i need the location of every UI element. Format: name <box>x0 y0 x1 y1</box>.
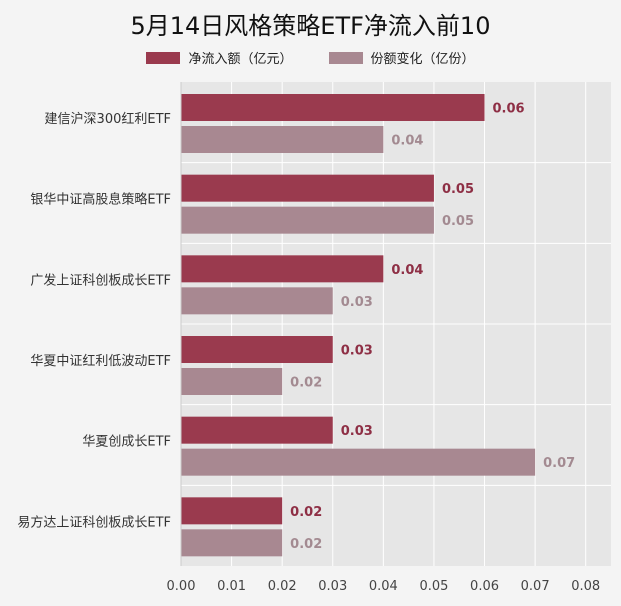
bar-net-inflow <box>181 174 434 202</box>
data-label-net-inflow: 0.05 <box>442 182 474 197</box>
x-tick-label: 0.08 <box>571 579 600 594</box>
data-label-net-inflow: 0.02 <box>290 505 322 520</box>
legend-item-net-inflow: 净流入额（亿元） <box>146 48 293 67</box>
x-tick-label: 0.00 <box>167 579 196 594</box>
legend-item-share-change: 份额变化（亿份） <box>328 48 475 67</box>
data-label-net-inflow: 0.06 <box>493 102 525 117</box>
bar-share-change <box>181 368 283 395</box>
x-tick-label: 0.07 <box>521 579 550 594</box>
chart-title: 5月14日风格策略ETF净流入前10 <box>130 12 491 40</box>
category-label: 华夏中证红利低波动ETF <box>30 353 171 369</box>
legend-swatch-net-inflow <box>146 51 181 64</box>
category-label: 银华中证高股息策略ETF <box>30 192 171 208</box>
data-label-net-inflow: 0.04 <box>391 263 423 278</box>
bar-net-inflow <box>181 94 485 121</box>
data-label-net-inflow: 0.03 <box>341 344 373 359</box>
data-label-share-change: 0.02 <box>290 537 322 552</box>
bar-net-inflow <box>181 255 384 283</box>
x-tick-label: 0.01 <box>217 579 246 594</box>
data-label-share-change: 0.02 <box>290 376 322 391</box>
data-label-share-change: 0.04 <box>391 134 423 149</box>
data-label-share-change: 0.07 <box>543 456 575 471</box>
x-tick-label: 0.05 <box>419 579 448 594</box>
x-tick-label: 0.04 <box>369 579 398 594</box>
bar-share-change <box>181 287 333 315</box>
bar-net-inflow <box>181 497 283 525</box>
x-tick-label: 0.02 <box>268 579 297 594</box>
bar-net-inflow <box>181 416 333 444</box>
category-label: 建信沪深300红利ETF <box>45 111 171 127</box>
bar-net-inflow <box>181 336 333 363</box>
x-tick-label: 0.03 <box>318 579 347 594</box>
legend-swatch-share-change <box>328 51 363 64</box>
category-label: 华夏创成长ETF <box>82 435 171 450</box>
data-label-share-change: 0.03 <box>341 295 373 310</box>
bar-share-change <box>181 206 434 234</box>
bar-share-change <box>181 529 283 557</box>
bar-share-change <box>181 126 384 153</box>
legend: 净流入额（亿元） 份额变化（亿份） <box>0 48 621 67</box>
legend-label-net-inflow: 净流入额（亿元） <box>188 52 293 67</box>
legend-label-share-change: 份额变化（亿份） <box>370 52 475 67</box>
bar-share-change <box>181 448 536 476</box>
data-label-net-inflow: 0.03 <box>341 424 373 439</box>
category-label: 广发上证科创板成长ETF <box>30 272 171 288</box>
data-label-share-change: 0.05 <box>442 214 474 229</box>
category-label: 易方达上证科创板成长ETF <box>17 514 171 530</box>
x-tick-label: 0.06 <box>470 579 499 594</box>
